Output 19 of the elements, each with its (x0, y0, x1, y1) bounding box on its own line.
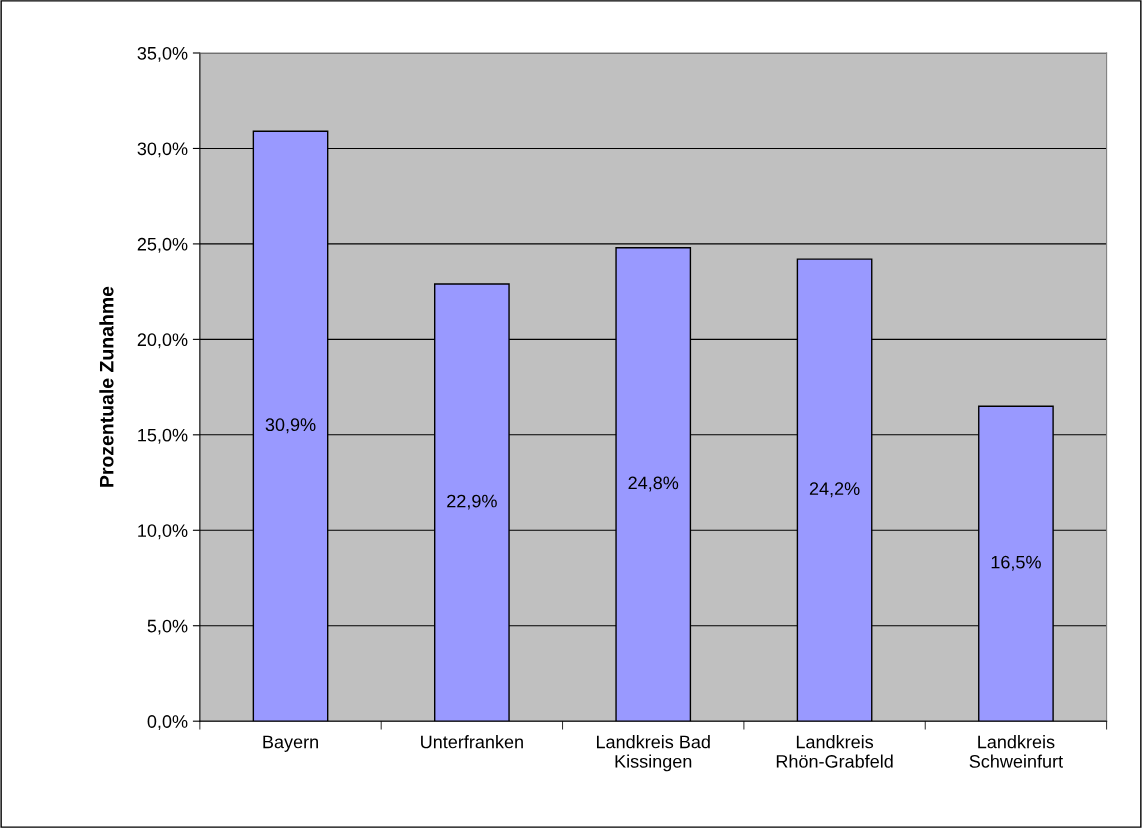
y-tick-label: 10,0% (138, 524, 188, 540)
y-tick-label: 35,0% (137, 46, 188, 62)
y-tick-label: 20,0% (137, 333, 188, 349)
data-label: 24,2% (809, 482, 860, 498)
y-tick-label: 5,0% (147, 619, 188, 635)
x-tick-label: Bayern (263, 735, 318, 752)
x-tick-label: Unterfranken (421, 735, 523, 749)
data-label: 30,9% (265, 418, 316, 434)
y-tick-label: 25,0% (137, 237, 188, 253)
y-tick-label: 15,0% (138, 428, 188, 444)
x-tick-label: Landkreis Bad Kissingen (596, 735, 710, 772)
data-label: 24,8% (628, 476, 679, 492)
x-tick-label: Landkreis Rhön-Grabfeld (776, 735, 893, 768)
y-tick-label: 30,0% (137, 142, 188, 158)
y-tick-label: 0,0% (147, 715, 188, 731)
y-axis-title: Prozentuale Zunahme (99, 286, 114, 487)
data-label: 22,9% (447, 494, 497, 510)
data-label: 16,5% (991, 555, 1041, 571)
x-tick-label: Landkreis Schweinfurt (969, 735, 1063, 768)
